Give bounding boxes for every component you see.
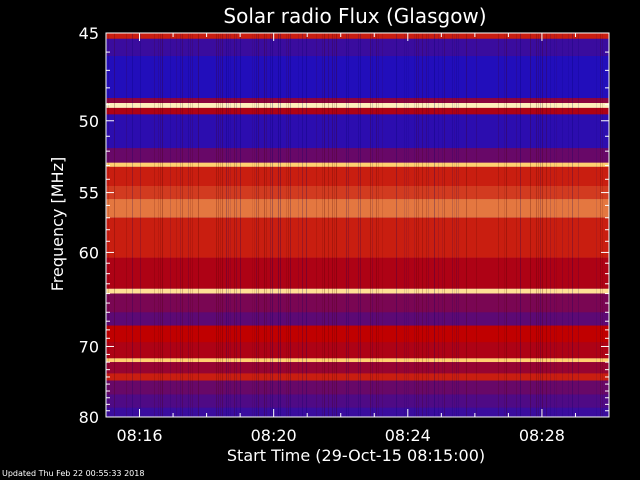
- y-tick-label: 70: [79, 337, 99, 356]
- frequency-band: [106, 373, 609, 381]
- noise-texture: [106, 33, 603, 417]
- frequency-band: [106, 407, 609, 417]
- plot-area: [106, 33, 609, 417]
- frequency-band: [106, 162, 609, 167]
- y-axis-label: Frequency [MHz]: [48, 157, 67, 291]
- x-tick-label: 08:28: [519, 426, 565, 445]
- frequency-band: [106, 293, 609, 313]
- frequency-band: [106, 257, 609, 289]
- frequency-band: [106, 199, 609, 218]
- y-tick-label: 50: [79, 112, 99, 131]
- frequency-band: [106, 114, 609, 149]
- frequency-band: [106, 103, 609, 108]
- frequency-band: [106, 362, 609, 374]
- frequency-band: [106, 55, 609, 99]
- y-tick-label: 60: [79, 243, 99, 262]
- x-axis-label: Start Time (29-Oct-15 08:15:00): [227, 446, 485, 465]
- plot-frame: [105, 32, 610, 418]
- frequency-band: [106, 148, 609, 163]
- frequency-band: [106, 166, 609, 186]
- x-axis: 08:16 08:20 08:24 08:28: [105, 33, 610, 445]
- x-tick-label: 08:20: [251, 426, 297, 445]
- y-axis: 45 50 55 60 70 80: [79, 24, 609, 427]
- frequency-band: [106, 98, 609, 104]
- frequency-band: [106, 33, 609, 39]
- x-tick-label: 08:24: [385, 426, 431, 445]
- chart-title: Solar radio Flux (Glasgow): [223, 4, 486, 28]
- frequency-band: [106, 394, 609, 408]
- frequency-band: [106, 312, 609, 326]
- y-tick-label: 55: [79, 184, 99, 203]
- frequency-band: [106, 342, 609, 359]
- frequency-band: [106, 288, 609, 294]
- updated-timestamp: Updated Thu Feb 22 00:55:33 2018: [2, 469, 145, 478]
- frequency-band: [106, 358, 609, 363]
- frequency-band: [106, 217, 609, 258]
- frequency-band: [106, 186, 609, 200]
- frequency-band: [106, 380, 609, 395]
- frequency-band: [106, 325, 609, 343]
- y-tick-label: 45: [79, 24, 99, 43]
- frequency-band: [106, 38, 609, 56]
- x-tick-label: 08:16: [116, 426, 162, 445]
- y-tick-label: 80: [79, 408, 99, 427]
- frequency-band: [106, 107, 609, 115]
